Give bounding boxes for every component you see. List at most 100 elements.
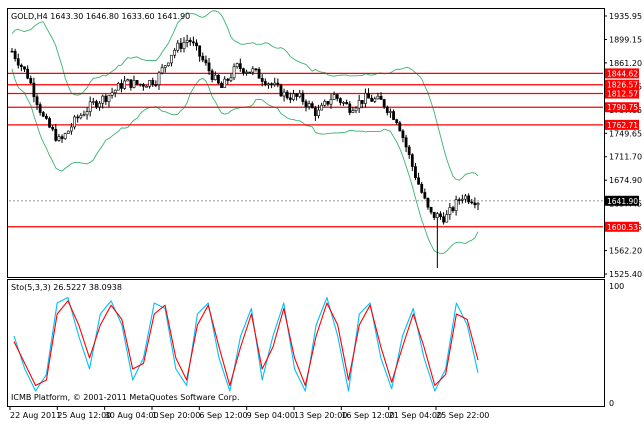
candle-body	[460, 198, 464, 201]
candle-body	[185, 39, 189, 43]
copyright-watermark: ICMB Platform, © 2001-2011 MetaQuotes So…	[11, 393, 240, 402]
candle-body	[292, 93, 295, 100]
candle-body	[373, 98, 377, 102]
candle-body	[10, 50, 14, 53]
candle-body	[170, 54, 173, 64]
candle-body	[123, 80, 126, 89]
candle-body	[195, 42, 198, 47]
candle-body	[138, 83, 142, 86]
candle-body	[201, 55, 205, 61]
candle-body	[263, 81, 267, 85]
candle-body	[473, 202, 477, 206]
candle-body	[23, 66, 26, 70]
candle-body	[16, 58, 20, 66]
candle-body	[129, 79, 133, 88]
candle-body	[166, 62, 170, 66]
candle-body	[354, 107, 358, 111]
candle-body	[342, 102, 345, 104]
level-price-text: 1600.53	[607, 223, 638, 232]
candle-body	[470, 201, 474, 204]
candle-body	[107, 95, 111, 102]
price-panel-frame[interactable]	[7, 8, 605, 278]
candle-body	[257, 68, 261, 79]
candle-body	[310, 103, 314, 109]
candle-body	[232, 66, 236, 79]
candle-body	[326, 101, 330, 105]
candle-body	[329, 99, 333, 105]
candle-body	[276, 82, 280, 86]
candle-body	[348, 103, 352, 113]
stochastic-main-line	[13, 296, 479, 392]
stochastic-lines	[13, 296, 479, 392]
candle-body	[382, 99, 386, 108]
time-tick-label: 25 Sep 22:00	[436, 411, 489, 420]
candle-body	[116, 83, 120, 91]
candle-body	[464, 195, 467, 200]
candle-body	[401, 130, 405, 138]
candle-body	[229, 77, 233, 81]
candle-body	[110, 92, 114, 96]
candle-body	[307, 103, 311, 108]
price-axis: 1935.951899.151861.201824.651787.851749.…	[604, 12, 642, 279]
candle-body	[364, 93, 367, 104]
price-tick-label: 1861.20	[609, 59, 642, 68]
candle-body	[29, 77, 33, 84]
price-tick-label: 1525.40	[609, 270, 642, 279]
price-tick-label: 1711.70	[609, 153, 642, 162]
candle-body	[85, 111, 89, 116]
candle-body	[457, 199, 461, 201]
price-tick-label: 1935.95	[609, 12, 642, 21]
level-price-text: 1844.62	[607, 69, 638, 78]
price-panel-header: GOLD,H4 1643.30 1646.80 1633.60 1641.90	[11, 12, 190, 21]
candle-body	[154, 84, 158, 86]
level-price-box	[605, 119, 639, 130]
candle-body	[313, 107, 317, 117]
price-tick-label: 1674.90	[609, 176, 642, 185]
candle-body	[454, 199, 458, 211]
candle-body	[135, 80, 139, 85]
candle-body	[13, 50, 17, 59]
candle-body	[32, 82, 36, 98]
candle-body	[245, 71, 248, 74]
candle-body	[404, 137, 408, 148]
stochastic-axis-bottom: 0	[609, 399, 614, 408]
candle-body	[120, 83, 123, 89]
candle-body	[429, 206, 433, 213]
level-price-box	[605, 221, 639, 232]
level-price-box	[605, 88, 639, 99]
candle-body	[207, 62, 211, 72]
candle-body	[282, 91, 286, 97]
candle-body	[213, 74, 217, 81]
candle-body	[163, 65, 167, 68]
candle-body	[451, 207, 455, 211]
candle-body	[251, 68, 255, 73]
candle-body	[435, 213, 439, 218]
candle-body	[191, 41, 195, 44]
candle-body	[198, 45, 202, 57]
current-price-text: 1641.90	[607, 197, 638, 206]
candle-body	[376, 95, 380, 100]
candle-body	[360, 100, 364, 104]
stochastic-axis-top: 100	[609, 282, 624, 291]
level-price-text: 1790.75	[607, 103, 638, 112]
candle-body	[288, 97, 292, 100]
candle-body	[160, 67, 164, 74]
candle-body	[220, 82, 223, 89]
candle-body	[173, 49, 177, 56]
candle-body	[91, 101, 95, 103]
candle-body	[320, 104, 324, 111]
candle-body	[385, 106, 389, 113]
candle-body	[345, 102, 349, 105]
candle-body	[323, 101, 327, 106]
candle-body	[392, 111, 395, 120]
stochastic-signal-line	[13, 300, 479, 387]
candle-body	[260, 78, 264, 82]
candle-body	[60, 136, 64, 139]
candle-body	[389, 111, 392, 113]
candle-body	[88, 101, 92, 112]
candle-body	[467, 195, 471, 203]
time-tick-label: 9 Sep 04:00	[247, 411, 295, 420]
candle-body	[301, 93, 305, 102]
time-tick-label: 1 Sep 20:00	[152, 411, 200, 420]
